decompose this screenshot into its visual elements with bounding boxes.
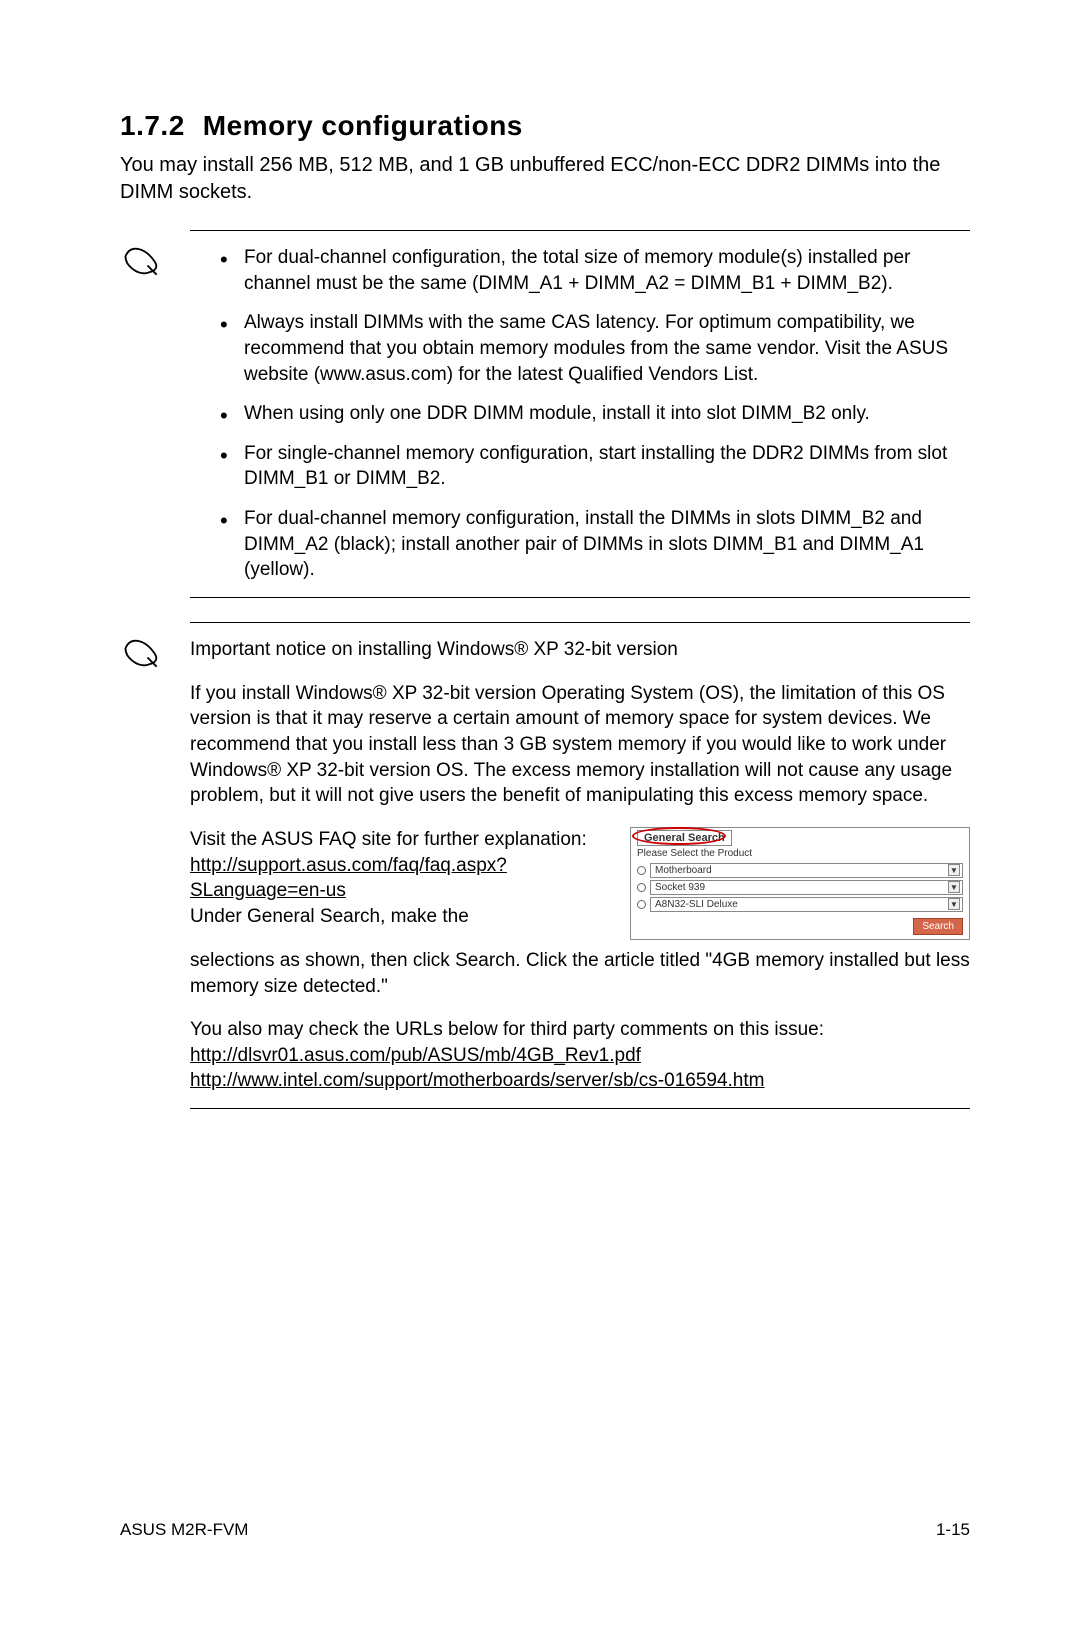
gs-row-2: Socket 939 ▼	[637, 880, 963, 895]
ext-url-1[interactable]: http://dlsvr01.asus.com/pub/ASUS/mb/4GB_…	[190, 1045, 641, 1066]
gs-row-3: A8N32-SLI Deluxe ▼	[637, 897, 963, 912]
dropdown-arrow-icon: ▼	[948, 881, 960, 893]
page-footer: ASUS M2R-FVM 1-15	[120, 1520, 970, 1540]
gs-box: General Search Please Select the Product…	[630, 827, 970, 940]
intro-paragraph: You may install 256 MB, 512 MB, and 1 GB…	[120, 152, 970, 206]
note2-urls-block: You also may check the URLs below for th…	[190, 1017, 970, 1094]
gs-select-1: Motherboard ▼	[650, 863, 963, 878]
footer-left: ASUS M2R-FVM	[120, 1520, 248, 1540]
radio-icon	[637, 866, 646, 875]
general-search-screenshot: General Search Please Select the Product…	[630, 827, 970, 940]
note-block-1: For dual-channel configuration, the tota…	[120, 230, 970, 598]
urls-lead: You also may check the URLs below for th…	[190, 1019, 824, 1040]
heading-title: Memory configurations	[203, 110, 523, 141]
note-body-1: For dual-channel configuration, the tota…	[190, 230, 970, 598]
faq-url[interactable]: http://support.asus.com/faq/faq.aspx?SLa…	[190, 855, 507, 902]
gs-row-1: Motherboard ▼	[637, 863, 963, 878]
section-heading: 1.7.2 Memory configurations	[120, 110, 970, 142]
faq-row: Visit the ASUS FAQ site for further expl…	[190, 827, 970, 940]
gs-opt3: A8N32-SLI Deluxe	[655, 899, 738, 910]
note-body-2: Important notice on installing Windows® …	[190, 622, 970, 1109]
list-item: For single-channel memory configuration,…	[220, 441, 970, 492]
page-content: 1.7.2 Memory configurations You may insta…	[120, 110, 970, 1133]
dropdown-arrow-icon: ▼	[948, 898, 960, 910]
gs-select-3: A8N32-SLI Deluxe ▼	[650, 897, 963, 912]
ext-url-2[interactable]: http://www.intel.com/support/motherboard…	[190, 1070, 764, 1091]
note2-title: Important notice on installing Windows® …	[190, 637, 970, 663]
gs-search-button: Search	[913, 918, 963, 935]
note-icon	[120, 622, 190, 1109]
gs-tab: General Search	[637, 830, 732, 846]
faq-after-1: Under General Search, make the	[190, 906, 469, 927]
dropdown-arrow-icon: ▼	[948, 864, 960, 876]
radio-icon	[637, 883, 646, 892]
pointing-hand-icon	[120, 238, 164, 282]
gs-opt1: Motherboard	[655, 865, 712, 876]
faq-lead: Visit the ASUS FAQ site for further expl…	[190, 829, 587, 850]
pointing-hand-icon	[120, 630, 164, 674]
heading-number: 1.7.2	[120, 110, 185, 141]
gs-select-2: Socket 939 ▼	[650, 880, 963, 895]
note1-list: For dual-channel configuration, the tota…	[190, 245, 970, 583]
note-icon	[120, 230, 190, 598]
list-item: Always install DIMMs with the same CAS l…	[220, 310, 970, 387]
gs-tab-label: General Search	[644, 832, 725, 844]
note2-paragraph: If you install Windows® XP 32-bit versio…	[190, 681, 970, 809]
list-item: When using only one DDR DIMM module, ins…	[220, 401, 970, 427]
gs-prompt: Please Select the Product	[637, 848, 963, 859]
list-item: For dual-channel memory configuration, i…	[220, 506, 970, 583]
radio-icon	[637, 900, 646, 909]
note2-after-faq: selections as shown, then click Search. …	[190, 948, 970, 999]
footer-right: 1-15	[936, 1520, 970, 1540]
gs-opt2: Socket 939	[655, 882, 705, 893]
list-item: For dual-channel configuration, the tota…	[220, 245, 970, 296]
note-block-2: Important notice on installing Windows® …	[120, 622, 970, 1109]
faq-text-column: Visit the ASUS FAQ site for further expl…	[190, 827, 612, 940]
